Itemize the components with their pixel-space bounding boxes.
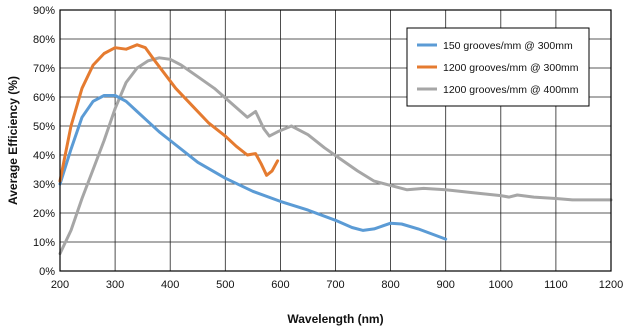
series-lines <box>58 43 613 256</box>
x-tick-labels: 200 300 400 500 600 700 800 900 1000 1100 1200 <box>51 279 623 291</box>
y-tick-label: 20% <box>33 208 55 220</box>
legend: 150 grooves/mm @ 300mm 1200 grooves/mm @ … <box>406 27 590 107</box>
legend-box <box>406 27 590 107</box>
y-tick-label: 10% <box>33 237 55 249</box>
x-tick-label: 900 <box>437 279 455 291</box>
x-axis-label: Wavelength (nm) <box>287 312 383 326</box>
y-tick-label: 90% <box>33 5 55 17</box>
series-line-0 <box>58 94 448 241</box>
y-tick-label: 80% <box>33 34 55 46</box>
x-tick-label: 1100 <box>544 279 568 291</box>
x-tick-label: 400 <box>161 279 179 291</box>
y-axis-label: Average Efficiency (%) <box>6 76 20 205</box>
x-tick-label: 200 <box>51 279 69 291</box>
y-tick-label: 60% <box>33 92 55 104</box>
x-tick-label: 1000 <box>489 279 513 291</box>
legend-label: 150 grooves/mm @ 300mm <box>443 40 573 52</box>
x-tick-label: 300 <box>106 279 124 291</box>
series-line-1 <box>58 43 280 183</box>
x-tick-label: 600 <box>271 279 289 291</box>
y-tick-label: 50% <box>33 121 55 133</box>
y-tick-label: 30% <box>33 179 55 191</box>
x-tick-label: 700 <box>326 279 344 291</box>
legend-label: 1200 grooves/mm @ 300mm <box>443 62 579 74</box>
y-tick-labels: 0% 10% 20% 30% 40% 50% 60% 70% 80% 90% <box>33 5 55 278</box>
y-tick-label: 0% <box>39 266 55 278</box>
x-tick-label: 500 <box>216 279 234 291</box>
x-tick-label: 800 <box>381 279 399 291</box>
y-tick-label: 40% <box>33 150 55 162</box>
x-tick-label: 1200 <box>599 279 623 291</box>
series-line-2 <box>58 56 613 256</box>
y-tick-label: 70% <box>33 63 55 75</box>
plot-frame <box>59 9 612 272</box>
legend-label: 1200 grooves/mm @ 400mm <box>443 84 579 96</box>
